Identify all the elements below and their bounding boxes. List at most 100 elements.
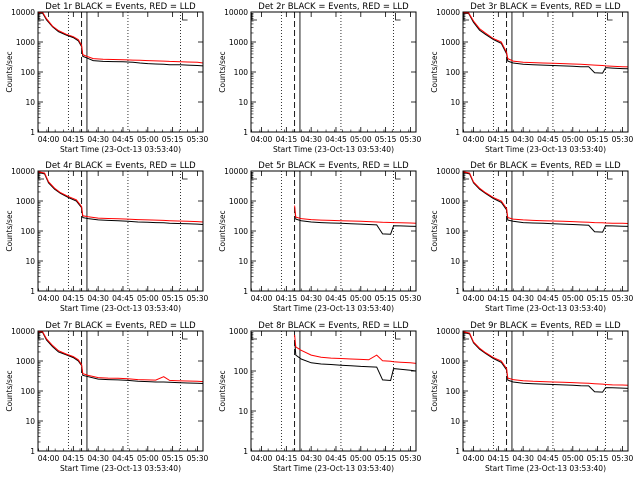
x-tick-label: 05:00 [350, 135, 372, 144]
x-tick-label: 04:00 [251, 454, 273, 463]
lld-series-line [462, 171, 629, 224]
x-tick-label: 04:45 [325, 454, 347, 463]
x-tick-label: 04:45 [537, 135, 559, 144]
y-tick-label: 10 [25, 417, 35, 426]
x-axis-label: Start Time (23-Oct-13 03:53:40) [273, 304, 394, 313]
y-tick-label: 10 [238, 257, 248, 266]
panel-title: Det 3r BLACK = Events, RED = LLD [470, 2, 621, 12]
y-tick-label: 100 [446, 68, 461, 77]
y-tick-label: 1 [243, 128, 248, 137]
y-tick-label: 10 [450, 257, 460, 266]
panel-title: Det 7r BLACK = Events, RED = LLD [45, 321, 196, 331]
x-tick-label: 04:45 [112, 135, 134, 144]
x-tick-label: 05:30 [187, 294, 209, 303]
x-axis-label: Start Time (23-Oct-13 03:53:40) [273, 464, 394, 473]
y-axis-label: Counts/sec [5, 51, 14, 92]
detector-panel-3: Det 3r BLACK = Events, RED = LLD Start Ti… [430, 2, 633, 154]
panel-title: Det 5r BLACK = Events, RED = LLD [258, 161, 409, 171]
x-axis-label: Start Time (23-Oct-13 03:53:40) [485, 464, 606, 473]
corner-flag-left [463, 332, 469, 340]
plot-frame [37, 330, 204, 452]
x-tick-label: 05:00 [350, 454, 372, 463]
x-tick-label: 05:30 [400, 454, 422, 463]
corner-flag-right [395, 332, 401, 340]
y-tick-label: 10000 [11, 327, 35, 336]
corner-flag-right [182, 172, 188, 180]
y-tick-label: 10 [450, 98, 460, 107]
x-axis-label: Start Time (23-Oct-13 03:53:40) [485, 304, 606, 313]
events-series-line [37, 12, 204, 67]
x-tick-label: 04:00 [463, 135, 485, 144]
events-series-line [38, 331, 204, 384]
x-tick-label: 04:45 [537, 294, 559, 303]
x-tick-label: 04:00 [463, 454, 485, 463]
x-tick-label: 05:00 [350, 294, 372, 303]
x-tick-label: 04:00 [251, 294, 273, 303]
x-tick-label: 04:30 [300, 135, 322, 144]
corner-flag-right [395, 13, 401, 21]
x-tick-label: 04:00 [251, 135, 273, 144]
x-axis-label: Start Time (23-Oct-13 03:53:40) [273, 145, 394, 154]
lld-series-line [37, 171, 204, 223]
events-series-line [294, 339, 417, 382]
x-axis-label: Start Time (23-Oct-13 03:53:40) [60, 145, 181, 154]
detector-panel-8: Det 8r BLACK = Events, RED = LLD Start Ti… [218, 321, 421, 473]
x-tick-label: 05:30 [612, 135, 634, 144]
y-tick-label: 1 [455, 447, 460, 456]
x-tick-label: 05:15 [162, 294, 184, 303]
plot-frame [462, 330, 629, 452]
x-tick-label: 04:45 [537, 454, 559, 463]
y-tick-label: 1 [30, 287, 35, 296]
x-tick-label: 04:30 [512, 454, 534, 463]
y-axis-label: Counts/sec [5, 210, 14, 251]
y-tick-label: 1 [243, 447, 248, 456]
detector-panel-9: Det 9r BLACK = Events, RED = LLD Start Ti… [430, 321, 633, 473]
x-tick-label: 05:30 [612, 294, 634, 303]
lld-series-line [463, 12, 629, 68]
detector-panel-6: Det 6r BLACK = Events, RED = LLD Start Ti… [430, 161, 633, 313]
x-tick-label: 04:45 [325, 294, 347, 303]
corner-flag-right [607, 172, 613, 180]
y-axis-label: Counts/sec [430, 370, 439, 411]
events-series-line [294, 207, 417, 235]
panel-title: Det 8r BLACK = Events, RED = LLD [258, 321, 409, 331]
y-tick-label: 100 [446, 227, 461, 236]
lld-series-line [294, 205, 417, 224]
x-tick-label: 05:00 [137, 135, 159, 144]
y-tick-label: 1000 [441, 38, 460, 47]
plot-frame [37, 11, 204, 133]
x-tick-label: 05:15 [587, 135, 609, 144]
corner-flag-right [607, 332, 613, 340]
y-tick-label: 1 [30, 128, 35, 137]
y-axis-label: Counts/sec [430, 210, 439, 251]
y-tick-label: 1000 [229, 38, 248, 47]
y-tick-label: 10000 [11, 167, 35, 176]
corner-flag-left [463, 172, 469, 180]
x-tick-label: 05:00 [137, 294, 159, 303]
x-tick-label: 04:30 [87, 454, 109, 463]
y-tick-label: 1000 [16, 197, 35, 206]
corner-flag-left [463, 13, 469, 21]
y-tick-label: 10000 [436, 167, 460, 176]
events-series-line [462, 171, 629, 233]
x-tick-label: 05:30 [612, 454, 634, 463]
detector-panel-1: Det 1r BLACK = Events, RED = LLD Start Ti… [5, 2, 208, 154]
y-tick-label: 10 [25, 257, 35, 266]
y-tick-label: 10 [238, 407, 248, 416]
panel-title: Det 2r BLACK = Events, RED = LLD [258, 2, 409, 12]
plot-frame [250, 170, 417, 292]
x-tick-label: 04:15 [488, 135, 510, 144]
x-tick-label: 04:45 [112, 294, 134, 303]
x-tick-label: 04:30 [87, 135, 109, 144]
y-tick-label: 1 [455, 287, 460, 296]
x-tick-label: 04:30 [87, 294, 109, 303]
x-tick-label: 04:15 [488, 294, 510, 303]
x-tick-label: 04:15 [488, 454, 510, 463]
y-tick-label: 10000 [224, 167, 248, 176]
corner-flag-left [38, 172, 44, 180]
x-tick-label: 05:30 [400, 294, 422, 303]
plot-frame [250, 11, 417, 133]
plot-frame [462, 11, 629, 133]
x-tick-label: 04:00 [38, 454, 60, 463]
